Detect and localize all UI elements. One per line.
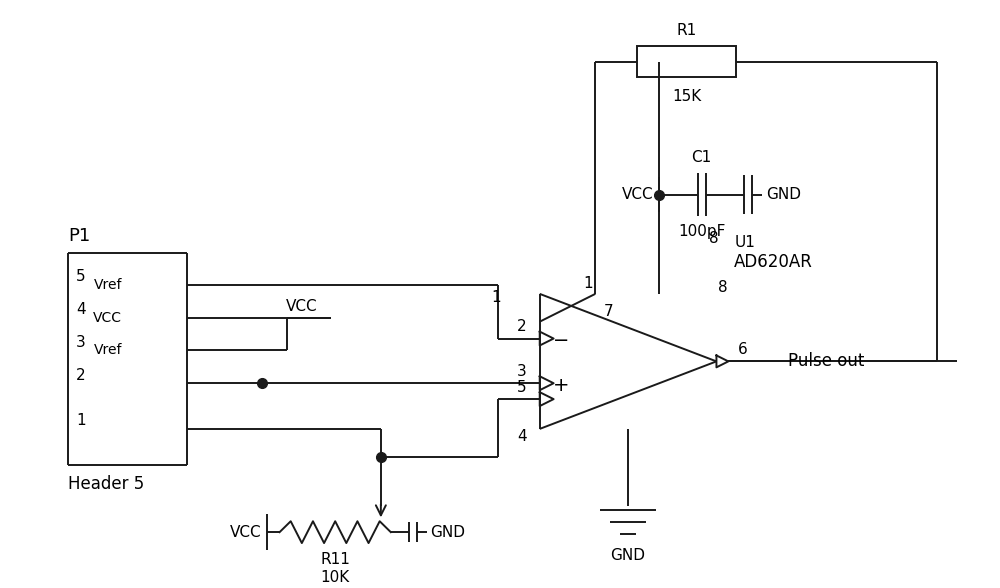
Text: GND: GND — [611, 548, 646, 563]
Text: 7: 7 — [603, 304, 613, 319]
Text: 8: 8 — [709, 230, 719, 246]
Text: +: + — [553, 376, 570, 395]
Text: R1: R1 — [677, 23, 697, 38]
Text: C1: C1 — [691, 150, 712, 165]
Text: −: − — [553, 331, 570, 350]
Text: U1: U1 — [734, 235, 755, 250]
Text: Header 5: Header 5 — [68, 476, 144, 493]
Text: 4: 4 — [76, 302, 86, 318]
Text: 6: 6 — [738, 342, 748, 358]
Text: Pulse out: Pulse out — [788, 352, 864, 370]
Text: VCC: VCC — [286, 299, 317, 314]
Text: R11: R11 — [320, 552, 350, 567]
Text: 5: 5 — [76, 269, 86, 285]
Bar — [637, 46, 736, 78]
Text: 1: 1 — [491, 290, 501, 305]
Text: Vref: Vref — [94, 343, 122, 358]
Text: VCC: VCC — [230, 524, 262, 540]
Text: GND: GND — [431, 524, 466, 540]
Text: 4: 4 — [517, 429, 527, 445]
Text: 1: 1 — [584, 276, 593, 292]
Text: 2: 2 — [76, 368, 86, 383]
Text: 2: 2 — [517, 319, 527, 334]
Text: VCC: VCC — [93, 310, 122, 325]
Text: 1: 1 — [76, 413, 86, 429]
Text: Vref: Vref — [94, 278, 122, 292]
Text: 5: 5 — [517, 380, 527, 395]
Text: AD620AR: AD620AR — [734, 253, 813, 271]
Text: GND: GND — [766, 187, 801, 202]
Text: P1: P1 — [68, 228, 90, 245]
Text: 3: 3 — [76, 335, 86, 350]
Text: 100pF: 100pF — [678, 225, 725, 239]
Text: 8: 8 — [718, 280, 728, 295]
Text: 3: 3 — [517, 364, 527, 379]
Text: 10K: 10K — [321, 570, 350, 585]
Text: 15K: 15K — [672, 89, 701, 104]
Text: VCC: VCC — [622, 187, 654, 202]
